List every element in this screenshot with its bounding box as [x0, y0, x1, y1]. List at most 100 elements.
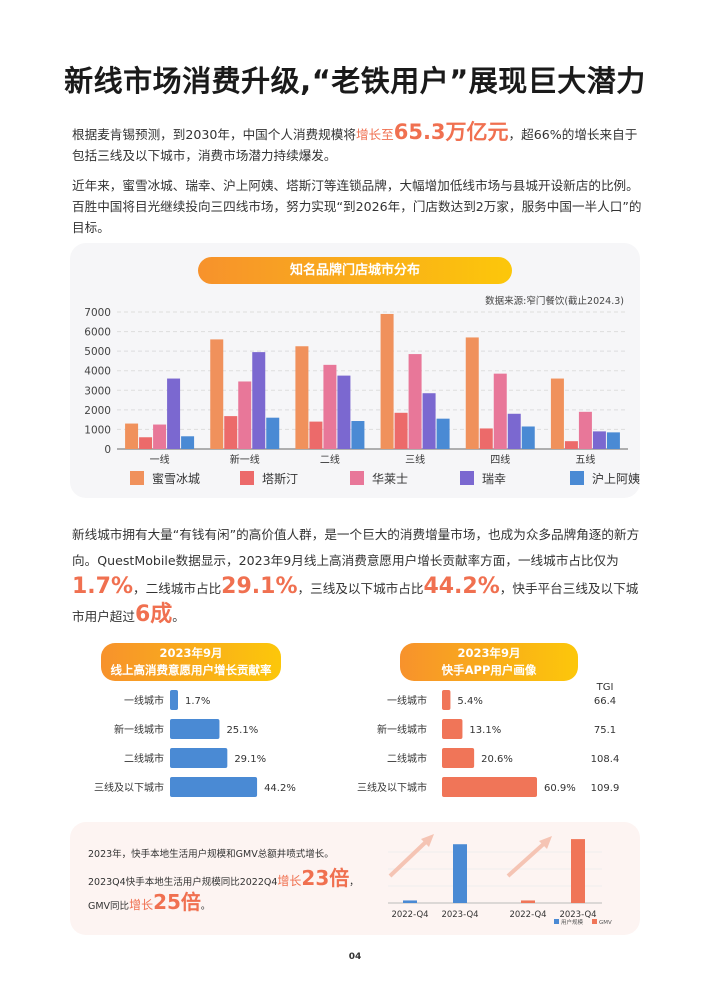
highlight-value: 65.3万亿元	[393, 120, 509, 144]
paragraph-1: 根据麦肯锡预测，到2030年，中国个人消费规模将增长至65.3万亿元，超66%的…	[72, 120, 638, 164]
value-label: 20.6%	[481, 754, 513, 765]
contribution-chart-title: 2023年9月 线上高消费意愿用户增长贡献率	[101, 643, 281, 681]
legend-swatch	[460, 471, 474, 485]
bar	[403, 900, 417, 903]
tgi-value: 108.4	[591, 754, 620, 765]
legend-swatch	[570, 471, 584, 485]
row-label: 二线城市	[387, 752, 427, 765]
x-tick-label: 2022-Q4	[391, 910, 428, 920]
bar-华莱士	[153, 424, 167, 449]
bar-瑞幸	[337, 375, 351, 449]
tgi-value: 75.1	[594, 725, 616, 736]
row-label: 三线及以下城市	[94, 781, 164, 794]
value-label: 44.2%	[264, 783, 296, 794]
x-tick-label: 三线	[405, 453, 425, 466]
value-label: 60.9%	[544, 783, 576, 794]
y-tick-label: 7000	[84, 307, 111, 319]
legend-swatch	[350, 471, 364, 485]
legend-label: 华莱士	[372, 472, 408, 486]
arrow-head-icon	[539, 836, 552, 849]
bar	[442, 748, 475, 768]
x-tick-label: 2022-Q4	[509, 910, 546, 920]
value-label: 25.1%	[226, 725, 258, 736]
legend-label: 蜜雪冰城	[152, 471, 200, 486]
bar-沪上阿姨	[521, 426, 535, 449]
bar-沪上阿姨	[436, 418, 450, 449]
x-tick-label: 一线	[150, 453, 170, 466]
trend-arrow-icon	[388, 836, 432, 878]
legend-swatch	[592, 919, 597, 924]
x-tick-label: 五线	[575, 453, 595, 466]
bar-塔斯汀	[224, 416, 238, 449]
bar	[442, 719, 463, 739]
brand-store-chart: 0 1000 2000 3000 4000 5000 6000 7000 一线 新一线 二线 三线 四线…	[84, 307, 640, 486]
y-tick-label: 1000	[84, 424, 111, 436]
bar-瑞幸	[422, 393, 436, 449]
row-label: 一线城市	[387, 694, 427, 707]
y-tick-label: 4000	[84, 366, 111, 378]
bar	[170, 719, 220, 739]
bar-塔斯汀	[309, 421, 323, 449]
bar-蜜雪冰城	[210, 339, 224, 449]
bar-华莱士	[493, 373, 507, 449]
row-label: 三线及以下城市	[357, 781, 427, 794]
bar	[170, 777, 258, 797]
bar	[170, 748, 228, 768]
bar-瑞幸	[252, 352, 266, 449]
legend-label: 用户规模	[561, 918, 584, 926]
tgi-header: TGI	[596, 682, 614, 693]
legend-label: 塔斯汀	[262, 472, 298, 486]
bar-蜜雪冰城	[465, 337, 479, 449]
legend-swatch	[130, 471, 144, 485]
y-tick-label: 0	[104, 444, 111, 456]
paragraph-3: 新线城市拥有大量“有钱有闲”的高价值人群，是一个巨大的消费增量市场，也成为众多品…	[72, 527, 640, 627]
tgi-value: 109.9	[591, 783, 620, 794]
value-label: 5.4%	[457, 696, 482, 707]
kuaishou-chart-title: 2023年9月 快手APP用户画像	[400, 643, 578, 681]
page-title: 新线市场消费升级,“老铁用户”展现巨大潜力	[64, 64, 646, 98]
bar-塔斯汀	[479, 428, 493, 449]
bar-塔斯汀	[394, 412, 408, 449]
bar-沪上阿姨	[606, 432, 620, 449]
y-tick-label: 3000	[84, 385, 111, 397]
legend-label: 瑞幸	[482, 472, 506, 486]
bar-瑞幸	[507, 413, 521, 449]
y-tick-label: 2000	[84, 405, 111, 417]
trend-arrow-icon	[506, 838, 550, 878]
bar	[442, 690, 451, 710]
paragraph-2: 近年来，蜜雪冰城、瑞幸、沪上阿姨、塔斯汀等连锁品牌，大幅增加低线市场与县城开设新…	[72, 178, 642, 235]
bar-华莱士	[323, 364, 337, 449]
bar-塔斯汀	[139, 437, 153, 449]
row-label: 新一线城市	[114, 723, 164, 736]
x-tick-label: 二线	[320, 453, 340, 466]
bar-沪上阿姨	[351, 421, 365, 449]
row-label: 一线城市	[124, 694, 164, 707]
brand-chart-title: 知名品牌门店城市分布	[198, 257, 512, 284]
x-tick-label: 新一线	[230, 453, 260, 466]
bar-华莱士	[238, 381, 252, 449]
legend-swatch	[240, 471, 254, 485]
bar-蜜雪冰城	[125, 423, 139, 449]
bar-蜜雪冰城	[380, 313, 394, 449]
legend-label: 沪上阿姨	[592, 472, 640, 486]
value-label: 1.7%	[185, 696, 210, 707]
bar-蜜雪冰城	[295, 346, 309, 449]
bar-华莱士	[578, 411, 592, 449]
legend-swatch	[554, 919, 559, 924]
bar-沪上阿姨	[181, 436, 195, 449]
bar	[442, 777, 538, 797]
bar-华莱士	[408, 354, 422, 449]
value-label: 13.1%	[469, 725, 501, 736]
arrow-head-icon	[421, 834, 434, 847]
page-number: 04	[348, 952, 362, 962]
row-label: 二线城市	[124, 752, 164, 765]
x-tick-label: 四线	[490, 453, 510, 466]
data-source: 数据来源:窄门餐饮(截止2024.3)	[485, 296, 624, 307]
bar-塔斯汀	[564, 441, 578, 449]
tgi-value: 66.4	[594, 696, 616, 707]
x-tick-label: 2023-Q4	[559, 910, 596, 920]
bar-瑞幸	[592, 431, 606, 449]
row-label: 新一线城市	[377, 723, 427, 736]
y-tick-label: 5000	[84, 346, 111, 358]
